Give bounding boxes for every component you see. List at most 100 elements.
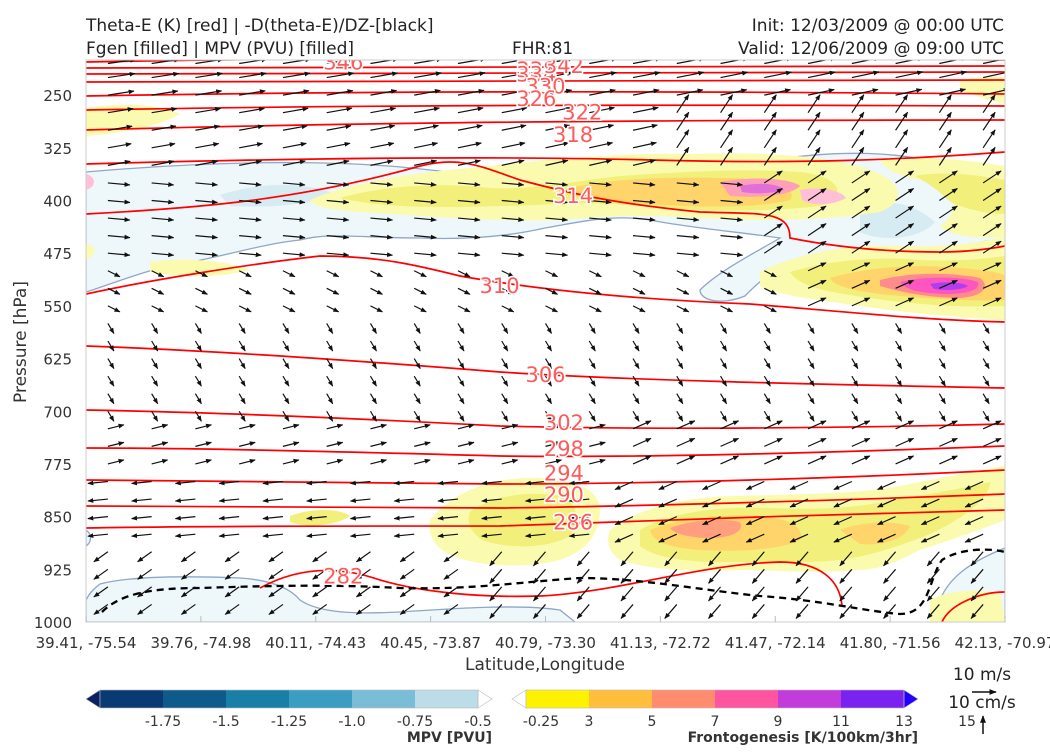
wind-vector bbox=[195, 199, 219, 205]
wind-vector bbox=[789, 516, 809, 526]
wind-vector bbox=[589, 141, 614, 149]
wind-vector bbox=[970, 604, 984, 619]
wind-vector bbox=[807, 146, 821, 166]
wind-vector bbox=[676, 305, 690, 313]
wind-vector bbox=[895, 129, 909, 149]
wind-vector bbox=[151, 305, 165, 313]
wind-vector bbox=[355, 551, 371, 563]
wind-vector bbox=[238, 305, 252, 313]
wind-vector bbox=[195, 252, 219, 258]
wind-vector bbox=[895, 223, 915, 237]
colorbar-tick-label: 11 bbox=[832, 714, 850, 730]
wind-vector bbox=[501, 305, 515, 313]
wind-vector bbox=[614, 516, 634, 526]
x-axis-ticks: 39.41, -75.54 39.76, -74.98 40.11, -74.43 4… bbox=[36, 616, 1050, 652]
wind-vector bbox=[632, 106, 659, 114]
wind-vector bbox=[544, 393, 553, 405]
wind-vector bbox=[720, 217, 744, 222]
wind-vector bbox=[151, 124, 177, 131]
wind-vector bbox=[851, 88, 879, 96]
wind-vector bbox=[545, 305, 559, 313]
wind-vector bbox=[137, 568, 152, 580]
wind-vector bbox=[851, 323, 859, 334]
wind-vector bbox=[658, 533, 678, 543]
wind-vector bbox=[807, 94, 821, 114]
wind-vector bbox=[481, 498, 502, 503]
wind-vector bbox=[218, 480, 240, 486]
wind-vector bbox=[151, 217, 175, 222]
wind-vector bbox=[664, 586, 678, 602]
y-tick-label: 775 bbox=[43, 456, 72, 474]
wind-vector bbox=[414, 60, 443, 65]
wind-vector bbox=[807, 223, 827, 237]
wind-vector bbox=[282, 124, 308, 131]
wind-vector bbox=[883, 604, 897, 619]
wind-vector bbox=[107, 393, 115, 405]
wind-vector bbox=[282, 458, 300, 465]
wind-vector bbox=[195, 270, 208, 278]
wind-vector bbox=[701, 480, 721, 491]
wind-vector bbox=[224, 568, 240, 580]
wind-vector bbox=[107, 71, 136, 79]
wind-vector bbox=[795, 568, 809, 584]
theta-e-line-298 bbox=[86, 445, 1005, 458]
wind-vector bbox=[545, 199, 569, 205]
wind-vector bbox=[676, 94, 690, 114]
wind-vector bbox=[370, 252, 394, 258]
fgen-region-leftbump bbox=[86, 174, 94, 190]
wind-vector bbox=[939, 60, 968, 65]
wind-vector bbox=[457, 60, 487, 65]
x-tick-label: 41.13, -72.72 bbox=[610, 634, 711, 652]
wind-vector bbox=[262, 498, 283, 503]
wind-vector bbox=[238, 358, 246, 370]
wind-vector bbox=[970, 551, 984, 567]
wind-vector bbox=[137, 603, 152, 615]
wind-vector bbox=[632, 71, 661, 79]
wind-vector bbox=[589, 71, 617, 79]
wind-vector bbox=[763, 188, 783, 201]
wind-vector bbox=[676, 111, 690, 131]
fgen-region-upper-right-b bbox=[915, 173, 1005, 214]
wind-vector bbox=[107, 124, 133, 131]
wind-vector bbox=[218, 533, 240, 539]
wind-vector bbox=[262, 515, 283, 521]
wind-vector bbox=[763, 223, 783, 237]
wind-vector bbox=[195, 441, 212, 447]
colorbar-frame bbox=[99, 689, 479, 709]
wind-vector bbox=[632, 358, 640, 370]
wind-vector bbox=[982, 188, 1002, 201]
wind-vector bbox=[326, 182, 350, 187]
theta-e-line-322 bbox=[86, 119, 1005, 131]
wind-vector bbox=[369, 323, 377, 334]
wind-vector bbox=[851, 146, 865, 166]
wind-vector bbox=[720, 182, 744, 187]
wind-vector bbox=[676, 437, 696, 447]
wind-vector bbox=[745, 498, 765, 508]
wind-vector bbox=[312, 551, 328, 563]
wind-vector bbox=[501, 340, 509, 352]
wind-vector bbox=[370, 270, 383, 278]
wind-vector bbox=[632, 199, 656, 205]
wind-vector bbox=[524, 515, 546, 521]
wind-vector bbox=[795, 604, 809, 619]
theta-e-label: 330 bbox=[525, 74, 565, 98]
wind-vector bbox=[151, 410, 159, 422]
wind-vector bbox=[763, 170, 783, 184]
wind-vector bbox=[399, 551, 415, 563]
wind-vector bbox=[282, 159, 306, 166]
colorbar-tick-label: -0.5 bbox=[464, 714, 491, 730]
wind-vector bbox=[457, 375, 465, 387]
wind-vector bbox=[764, 287, 777, 295]
stability-contour bbox=[101, 548, 1005, 616]
wind-vector bbox=[349, 498, 371, 503]
wind-vector bbox=[851, 297, 871, 307]
wind-vector bbox=[720, 60, 749, 65]
fgen-region-left-mid bbox=[150, 259, 250, 277]
x-axis-label: Latitude,Longitude bbox=[465, 655, 625, 675]
valid-time: Valid: 12/06/2009 @ 09:00 UTC bbox=[738, 39, 1004, 59]
wind-vector bbox=[195, 305, 208, 313]
y-tick-label: 550 bbox=[43, 298, 72, 316]
wind-vector bbox=[939, 297, 958, 307]
wind-vector bbox=[720, 455, 740, 465]
wind-vector bbox=[239, 217, 262, 222]
